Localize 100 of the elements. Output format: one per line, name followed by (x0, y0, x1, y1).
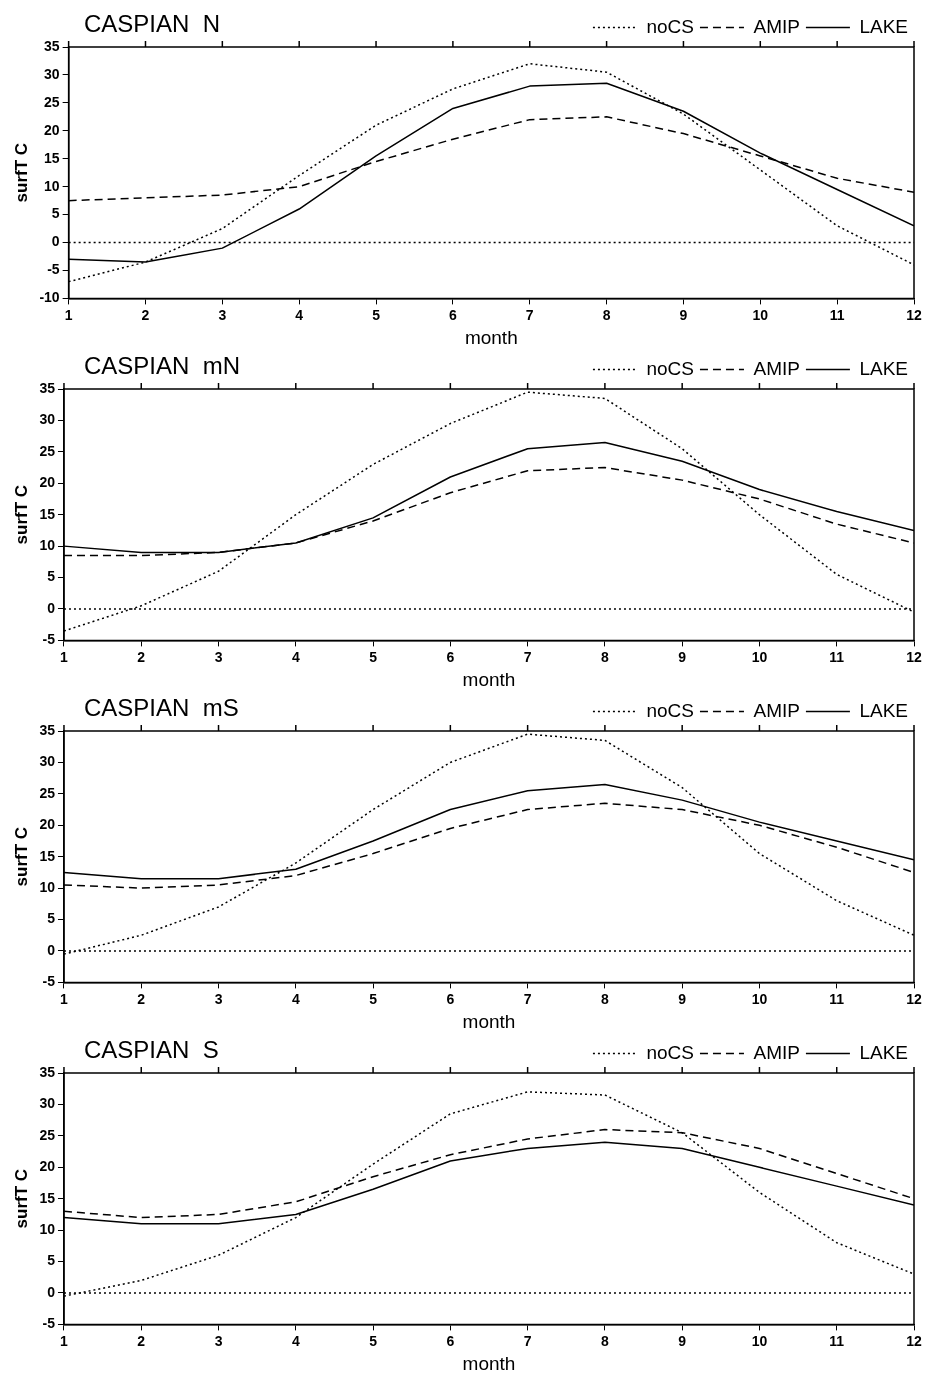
y-axis-title: surfT C (11, 142, 31, 203)
y-tick-label: 10 (44, 177, 60, 194)
x-tick-label: 6 (446, 1332, 455, 1349)
y-tick-label: 20 (39, 474, 56, 491)
x-tick-label: 11 (829, 306, 845, 323)
y-tick-label: 20 (44, 121, 60, 138)
chart-title: CASPIAN mN (84, 352, 241, 380)
x-axis-title: month (462, 668, 516, 690)
x-tick-label: 11 (829, 1332, 845, 1349)
y-tick-label: 10 (39, 1220, 56, 1237)
x-tick-label: 7 (523, 1332, 532, 1349)
y-tick-label: 20 (39, 816, 56, 833)
legend-label: LAKE (859, 15, 909, 37)
y-tick-label: -10 (39, 289, 60, 306)
y-tick-label: 5 (47, 1252, 56, 1269)
legend-label: AMIP (753, 1041, 800, 1063)
y-tick-label: -5 (42, 1315, 56, 1332)
x-tick-label: 9 (679, 306, 688, 323)
y-tick-label: 0 (47, 599, 56, 616)
x-tick-label: 5 (369, 990, 378, 1007)
y-tick-label: 5 (47, 910, 56, 927)
y-tick-label: 0 (47, 1283, 56, 1300)
x-tick-label: 10 (751, 1332, 768, 1349)
y-tick-label: 15 (44, 149, 60, 166)
x-tick-label: 12 (906, 990, 922, 1007)
y-tick-label: 30 (44, 65, 60, 82)
x-tick-label: 2 (137, 1332, 146, 1349)
y-tick-label: 5 (51, 205, 60, 222)
x-tick-label: 11 (829, 990, 845, 1007)
y-tick-label: 35 (39, 1063, 56, 1080)
x-tick-label: 12 (906, 306, 922, 323)
y-tick-label: 25 (44, 93, 60, 110)
x-tick-label: 12 (906, 1332, 922, 1349)
x-tick-label: 9 (678, 648, 687, 665)
legend-label: AMIP (753, 357, 800, 379)
legend-label: LAKE (859, 357, 909, 379)
x-tick-label: 1 (60, 1332, 69, 1349)
y-tick-label: 5 (47, 568, 56, 585)
x-tick-label: 4 (295, 306, 304, 323)
y-tick-label: 0 (51, 233, 60, 250)
legend-label: AMIP (753, 699, 800, 721)
x-tick-label: 2 (141, 306, 150, 323)
x-tick-label: 3 (214, 1332, 223, 1349)
y-tick-label: 30 (39, 753, 56, 770)
legend-label: noCS (646, 1041, 694, 1063)
x-tick-label: 9 (678, 990, 687, 1007)
x-tick-label: 12 (906, 648, 922, 665)
x-tick-label: 11 (829, 648, 845, 665)
x-tick-label: 6 (446, 990, 455, 1007)
x-tick-label: 6 (448, 306, 457, 323)
x-tick-label: 3 (218, 306, 227, 323)
x-tick-label: 7 (523, 990, 532, 1007)
x-tick-label: 5 (372, 306, 381, 323)
y-tick-label: 25 (39, 1126, 56, 1143)
legend-label: noCS (646, 15, 694, 37)
x-tick-label: 10 (751, 990, 768, 1007)
legend-label: LAKE (859, 1041, 909, 1063)
y-axis-title: surfT C (11, 826, 31, 887)
x-tick-label: 2 (137, 990, 146, 1007)
y-tick-label: 30 (39, 1095, 56, 1112)
y-tick-label: 10 (39, 536, 56, 553)
legend-label: LAKE (859, 699, 909, 721)
y-tick-label: 15 (39, 847, 56, 864)
x-axis-title: month (464, 326, 518, 348)
x-tick-label: 5 (369, 648, 378, 665)
y-axis-title: surfT C (11, 1168, 31, 1229)
x-tick-label: 4 (291, 648, 300, 665)
x-axis-title: month (462, 1010, 516, 1032)
x-tick-label: 1 (60, 648, 69, 665)
x-tick-label: 10 (751, 648, 768, 665)
x-tick-label: 2 (137, 648, 146, 665)
y-tick-label: 35 (39, 721, 56, 738)
legend-label: AMIP (753, 15, 800, 37)
y-tick-label: 35 (44, 37, 60, 54)
y-tick-label: 25 (39, 784, 56, 801)
y-tick-label: 0 (47, 941, 56, 958)
x-tick-label: 8 (601, 1332, 609, 1349)
y-tick-label: 15 (39, 1189, 56, 1206)
y-tick-label: 10 (39, 878, 56, 895)
y-tick-label: 15 (39, 505, 56, 522)
x-tick-label: 4 (291, 1332, 300, 1349)
y-tick-label: 25 (39, 442, 56, 459)
x-tick-label: 3 (214, 990, 223, 1007)
x-tick-label: 1 (60, 990, 69, 1007)
y-tick-label: -5 (42, 973, 56, 990)
y-tick-label: 30 (39, 411, 56, 428)
y-tick-label: 35 (39, 379, 56, 396)
y-axis-title: surfT C (11, 484, 31, 545)
x-tick-label: 3 (214, 648, 223, 665)
x-tick-label: 4 (291, 990, 300, 1007)
x-tick-label: 5 (369, 1332, 378, 1349)
x-tick-label: 10 (752, 306, 769, 323)
x-axis-title: month (462, 1352, 516, 1374)
legend-label: noCS (646, 699, 694, 721)
x-tick-label: 8 (602, 306, 611, 323)
x-tick-label: 1 (64, 306, 73, 323)
x-tick-label: 6 (446, 648, 455, 665)
legend-label: noCS (646, 357, 694, 379)
chart-title: CASPIAN N (84, 10, 221, 38)
y-tick-label: 20 (39, 1158, 56, 1175)
